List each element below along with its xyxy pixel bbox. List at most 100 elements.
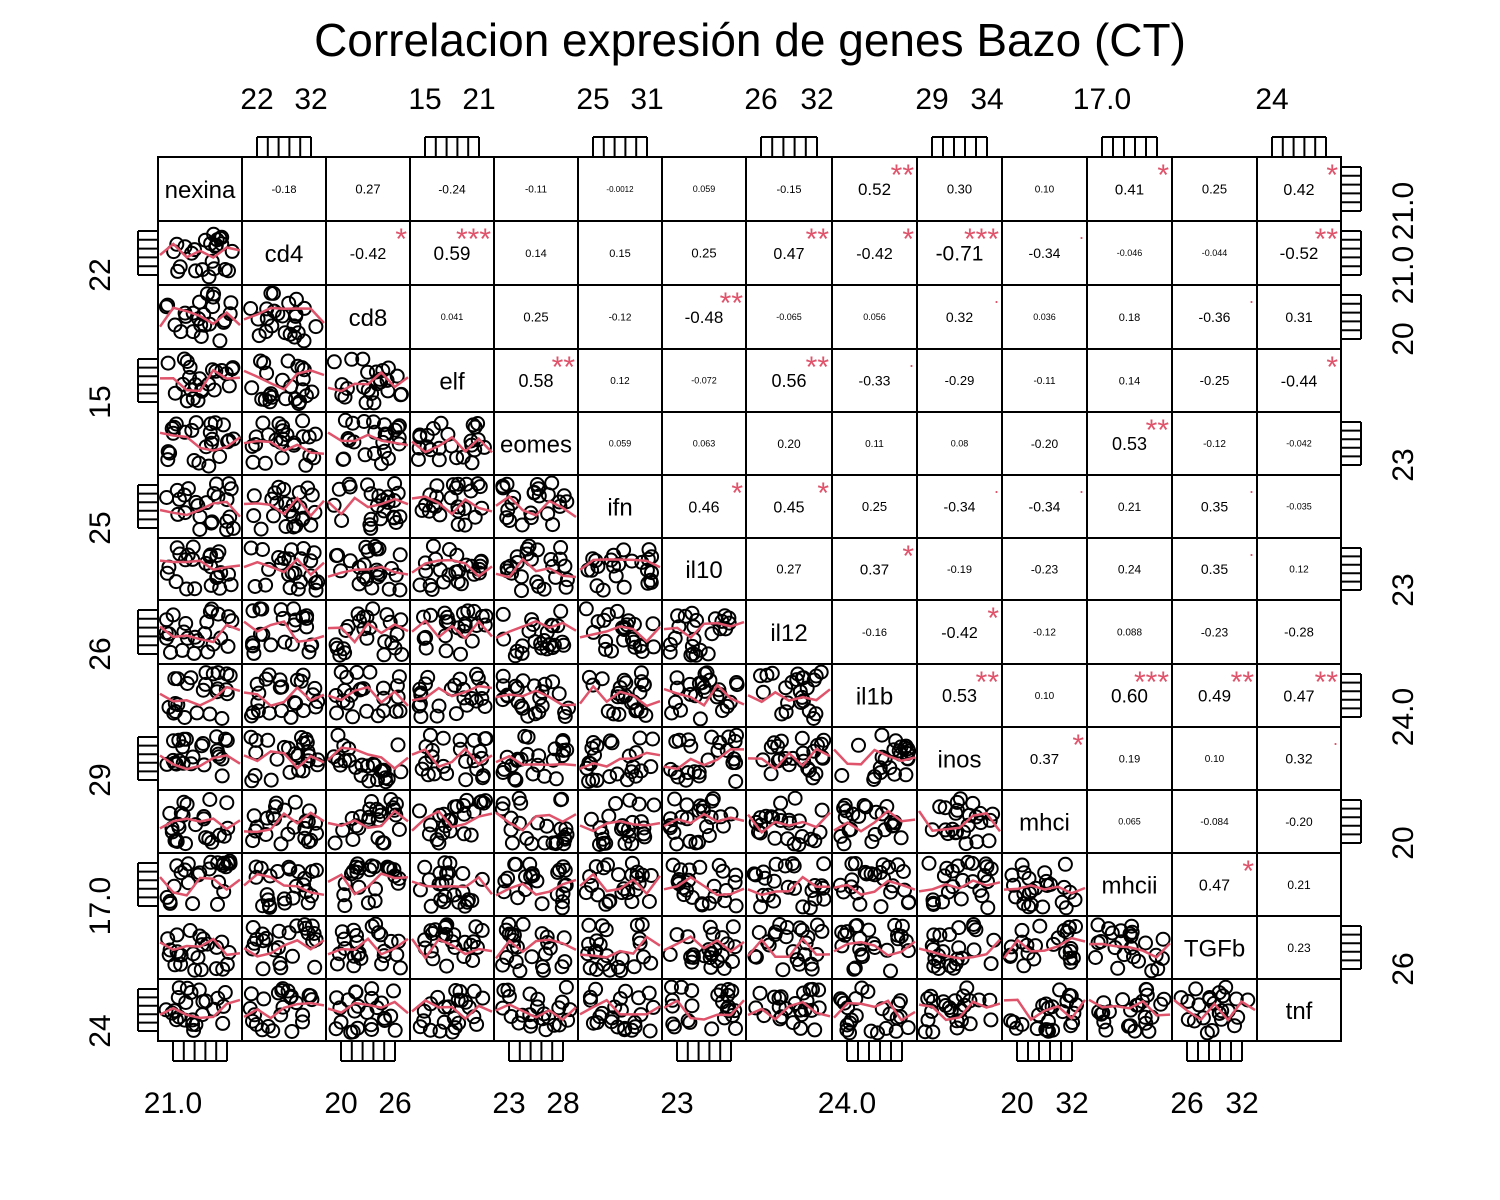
scatter-point: [262, 388, 278, 404]
scatter-point: [389, 678, 405, 694]
scatter-point: [159, 490, 175, 505]
panel-4-4: eomes: [493, 411, 579, 476]
scatter-point: [592, 820, 608, 836]
scatter-point: [755, 752, 771, 768]
scatter-point: [602, 733, 618, 749]
scatter-point: [202, 792, 218, 807]
scatter-point: [246, 645, 262, 661]
panel-9-10: 0.37 *: [1001, 726, 1088, 791]
scatter-point: [548, 836, 564, 852]
scatter-point: [1090, 917, 1106, 933]
scatter-point: [169, 927, 185, 943]
scatter-point: [951, 940, 967, 956]
panel-9-6: [661, 726, 747, 791]
correlation-value: 0.20: [777, 437, 801, 451]
scatter-point: [366, 395, 382, 411]
scatter-point: [285, 948, 300, 964]
scatter-point: [420, 669, 436, 685]
scatter-point: [300, 895, 316, 911]
scatter-point: [178, 995, 194, 1010]
scatter-point: [982, 812, 998, 828]
panel-12-10: [1001, 915, 1088, 980]
scatter-point: [373, 374, 389, 390]
scatter-point: [883, 884, 899, 900]
scatter-point: [588, 981, 604, 997]
scatter-point: [248, 859, 264, 875]
scatter-point: [1029, 1021, 1045, 1037]
scatter-point: [752, 810, 768, 826]
scatter-point: [522, 986, 538, 1002]
scatter-point: [476, 795, 492, 811]
scatter-point: [179, 354, 195, 369]
panel-7-13: -0.28: [1256, 599, 1342, 665]
panel-3-7: 0.56 **: [745, 348, 833, 413]
scatter-point: [1227, 1018, 1242, 1034]
panel-8-6: [661, 663, 747, 728]
scatter-point: [882, 760, 898, 776]
scatter-point: [442, 855, 458, 871]
correlation-value: -0.11: [1033, 376, 1055, 387]
scatter-point: [258, 671, 274, 687]
scatter-point: [284, 542, 299, 558]
scatter-point: [1023, 897, 1039, 913]
correlation-value: 0.12: [610, 376, 630, 387]
bottom-axis-12: 26 32: [1170, 1041, 1259, 1120]
scatter-point: [309, 825, 324, 841]
scatter-point: [288, 291, 304, 307]
tick-label: 32: [1055, 1087, 1088, 1120]
scatter-point: [388, 807, 404, 823]
scatter-point: [691, 675, 707, 691]
scatter-point: [771, 990, 787, 1006]
scatter-point: [604, 735, 620, 751]
scatter-point: [158, 625, 174, 641]
panel-10-0: [157, 789, 243, 854]
scatter-point: [864, 834, 880, 850]
scatter-point: [306, 545, 322, 561]
significance-stars: .: [1079, 477, 1084, 497]
tick-label: 24.0: [1387, 688, 1420, 746]
scatter-point: [245, 638, 261, 654]
scatter-point: [472, 558, 488, 574]
scatter-point: [304, 918, 320, 934]
scatter-point: [861, 922, 877, 938]
scatter-point: [795, 670, 811, 686]
scatter-point: [251, 328, 267, 344]
correlation-value: 0.25: [523, 310, 548, 325]
tick-label: 15: [408, 83, 441, 116]
scatter-point: [515, 916, 531, 932]
scatter-point: [598, 641, 614, 657]
scatter-point: [578, 601, 594, 617]
scatter-point: [551, 862, 567, 878]
panel-10-4: [493, 789, 579, 854]
scatter-point: [547, 741, 563, 757]
scatter-point: [433, 415, 449, 431]
scatter-point: [310, 752, 326, 768]
correlation-value: 0.11: [865, 439, 884, 450]
scatter-point: [252, 601, 268, 617]
top-axis-9: 29 34: [915, 83, 1004, 157]
scatter-point: [1126, 949, 1141, 965]
variable-label: elf: [439, 369, 465, 396]
variable-label: cd4: [265, 241, 304, 268]
significance-stars: **: [806, 223, 830, 256]
scatter-point: [531, 704, 547, 720]
tick-label: 24.0: [818, 1087, 876, 1120]
correlation-value: -0.71: [936, 243, 984, 266]
scatter-point: [1153, 996, 1169, 1012]
significance-stars: **: [976, 666, 1000, 699]
panel-2-0: [157, 284, 243, 350]
scatter-point: [847, 960, 863, 976]
scatter-point: [728, 1021, 743, 1036]
scatter-point: [932, 799, 948, 815]
panel-10-1: [241, 789, 327, 854]
scatter-point: [1019, 937, 1035, 953]
scatter-point: [371, 925, 386, 941]
scatter-point: [263, 772, 279, 788]
scatter-point: [814, 802, 830, 818]
scatter-point: [1057, 856, 1073, 872]
scatter-point: [423, 996, 439, 1012]
scatter-point: [360, 758, 375, 774]
smoother-line: [833, 940, 916, 957]
panel-1-2: -0.42 *: [325, 220, 411, 286]
smoother-line: [159, 876, 241, 897]
